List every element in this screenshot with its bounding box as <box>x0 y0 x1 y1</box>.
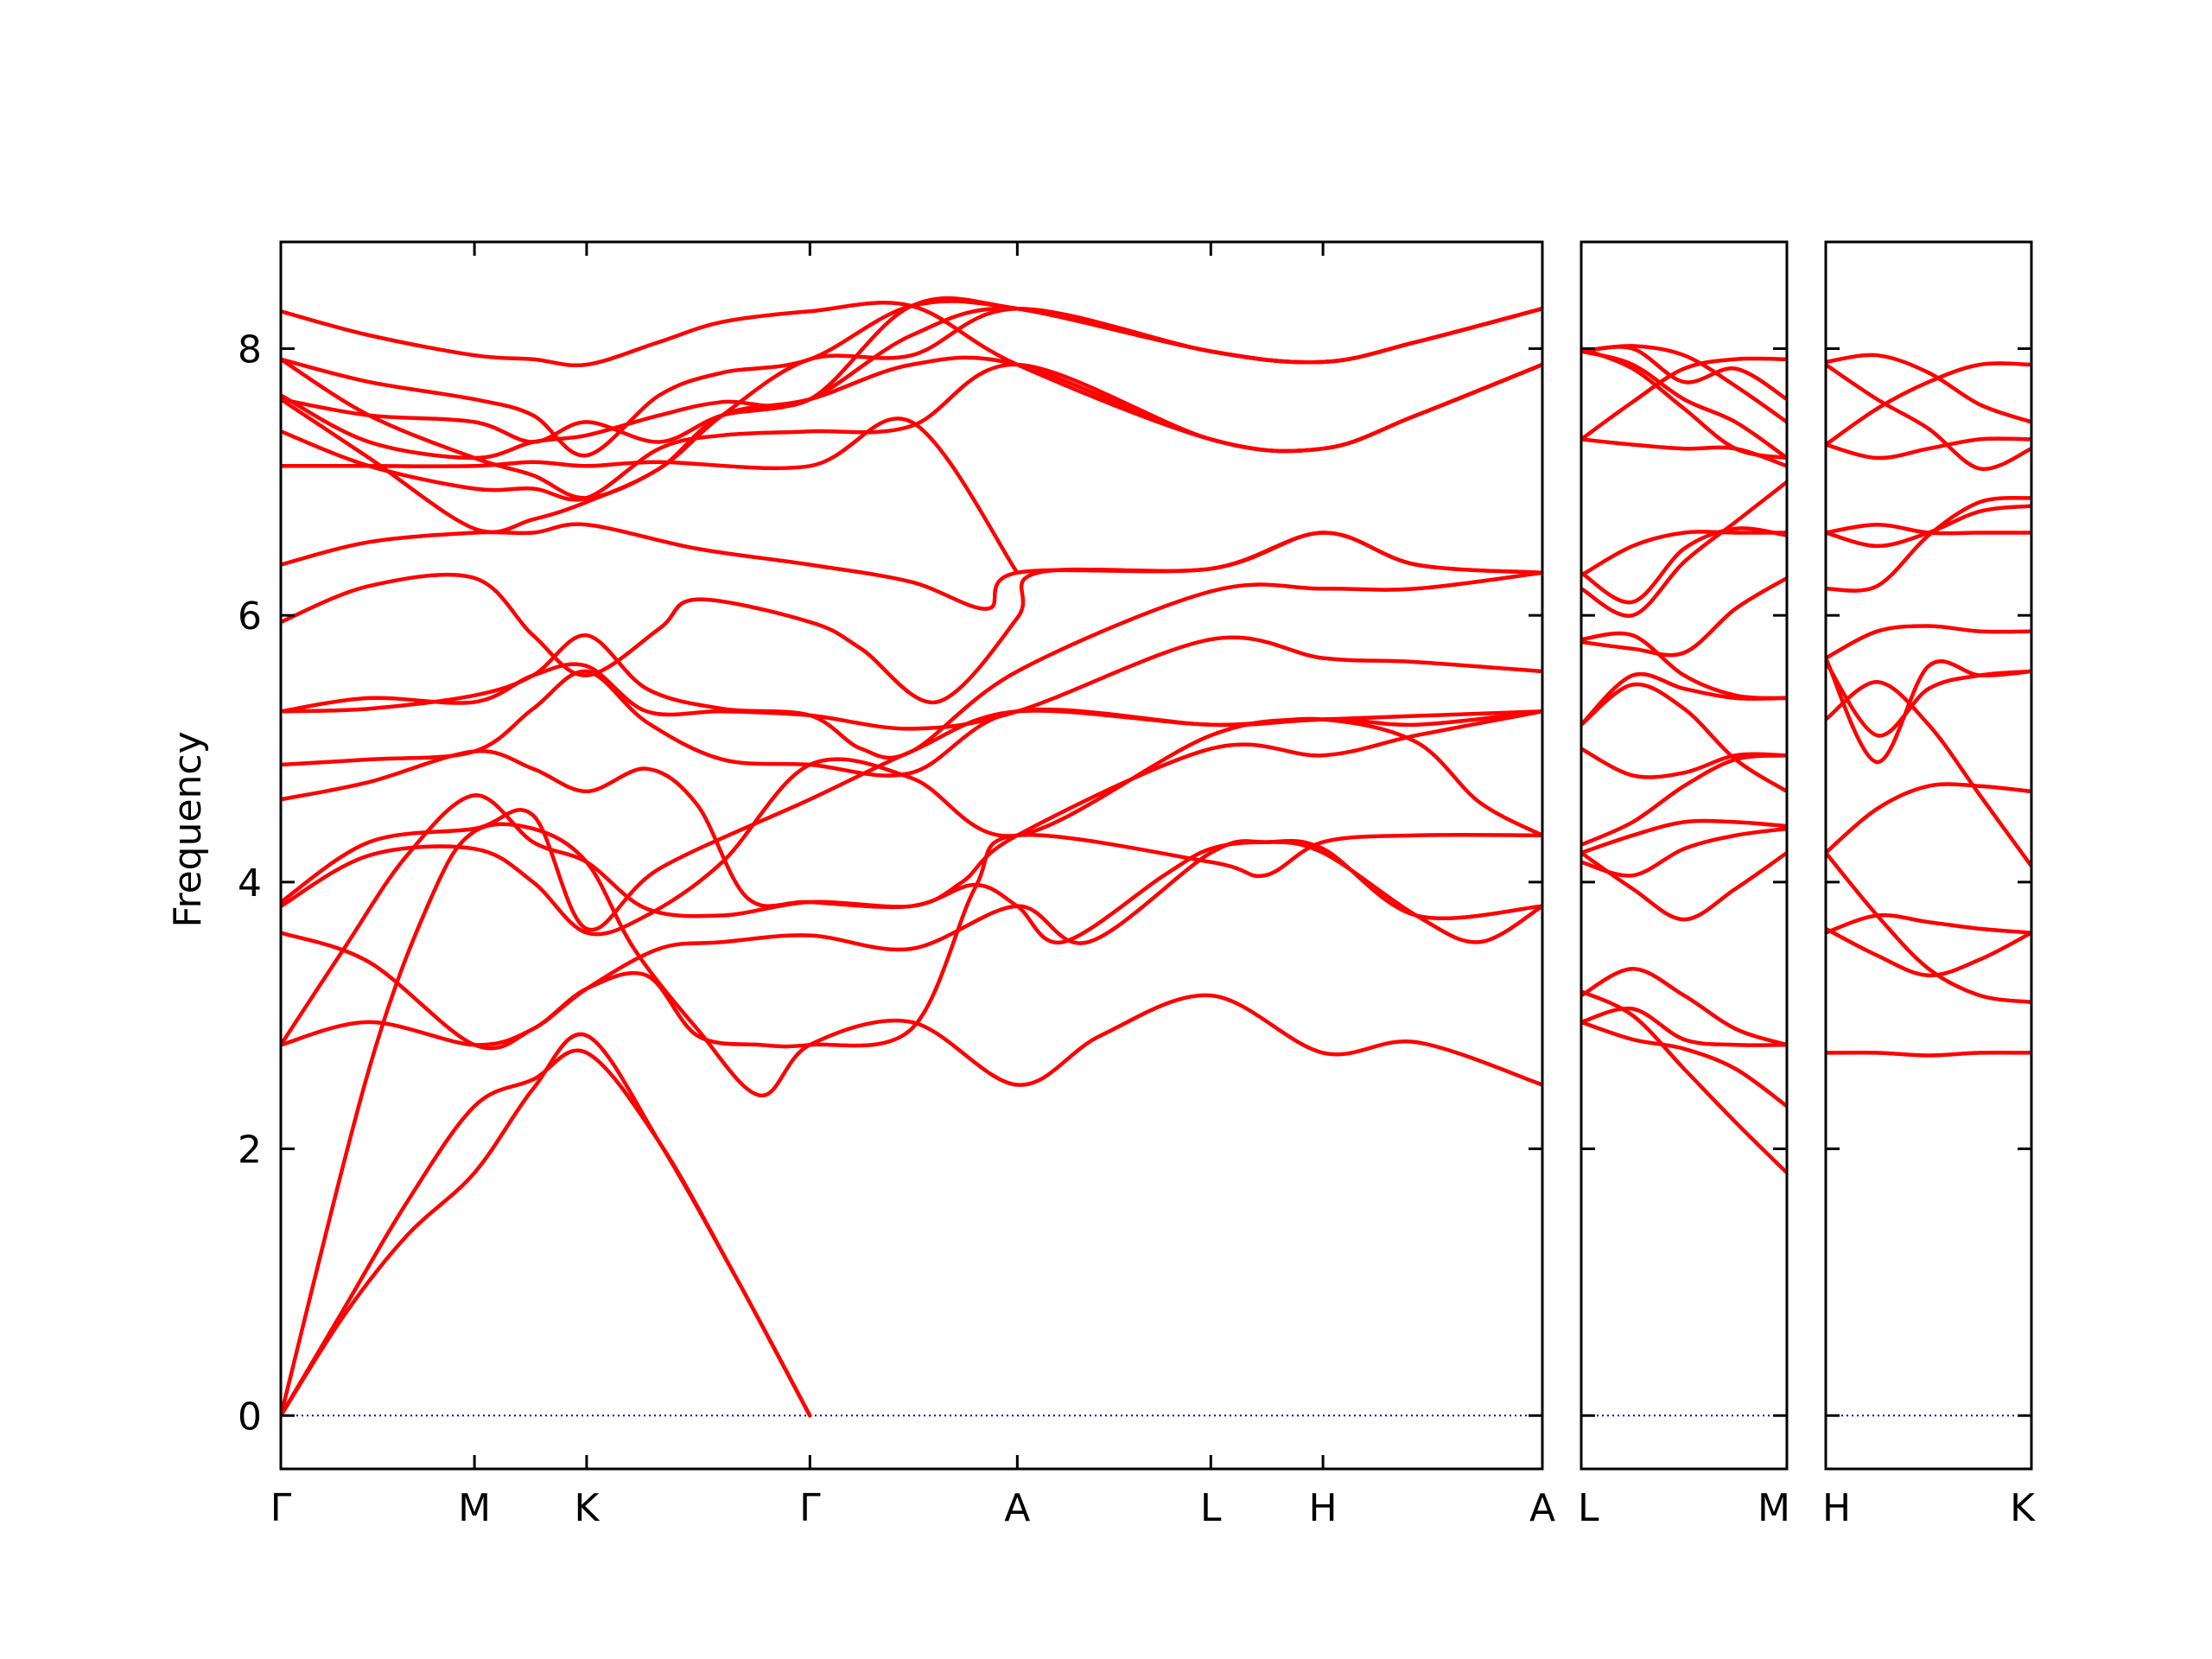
y-tick-label: 2 <box>238 1128 262 1173</box>
y-tick-label: 0 <box>238 1395 262 1439</box>
band-line-14 <box>1826 361 2031 447</box>
band-line-8 <box>281 709 1542 932</box>
band-line-9 <box>281 709 1542 910</box>
band-line-4 <box>1581 1006 1787 1047</box>
y-tick-label: 8 <box>238 327 262 372</box>
x-tick-label: K <box>574 1486 600 1530</box>
x-tick-label: Γ <box>799 1486 821 1530</box>
band-line-10 <box>1826 495 2031 593</box>
x-tick-label: H <box>1822 1486 1851 1530</box>
x-tick-label: L <box>1200 1486 1222 1530</box>
band-line-10 <box>281 669 1542 778</box>
band-line-5 <box>281 832 1542 1051</box>
panel-frame <box>1580 240 1789 1471</box>
band-line-14 <box>1581 480 1787 618</box>
band-line-12 <box>1826 504 2031 549</box>
x-tick-label: A <box>1004 1486 1030 1530</box>
band-line-5 <box>1581 850 1787 922</box>
band-group <box>281 296 1542 1418</box>
y-axis-label: Frequency <box>166 731 210 927</box>
band-line-16 <box>281 362 1542 502</box>
band-line-3 <box>281 822 1542 1418</box>
band-line-20 <box>1581 346 1787 461</box>
band-line-15 <box>1826 362 2031 472</box>
band-line-17 <box>281 355 1542 535</box>
band-line-13 <box>1826 436 2031 461</box>
band-group <box>1581 344 1787 1175</box>
band-line-15 <box>1581 526 1787 605</box>
band-line-12 <box>281 570 1542 760</box>
band-line-6 <box>1581 818 1787 855</box>
band-line-2 <box>1581 1020 1787 1109</box>
band-line-5 <box>1826 782 2031 855</box>
band-line-13 <box>281 531 1542 705</box>
band-line-8 <box>1581 753 1787 847</box>
band-line-9 <box>1581 747 1787 779</box>
band-line-22 <box>1581 345 1787 402</box>
band-line-1 <box>1826 1050 2031 1058</box>
y-tick-label: 4 <box>238 861 262 906</box>
x-tick-label: Γ <box>270 1486 292 1530</box>
panel-frame <box>279 240 1544 1471</box>
band-line-2 <box>281 1048 812 1418</box>
band-line-7 <box>1581 826 1787 878</box>
x-tick-label: K <box>2010 1486 2036 1530</box>
band-group <box>1826 353 2031 1058</box>
band-line-21 <box>281 299 1542 458</box>
band-line-2 <box>1826 912 2031 935</box>
band-line-15 <box>281 416 1020 575</box>
band-line-6 <box>1826 680 2031 868</box>
band-line-14 <box>281 522 1542 611</box>
band-line-13 <box>1581 575 1787 658</box>
band-line-16 <box>1581 530 1787 578</box>
panel-1: 0 2 4 6 8 Γ M K Γ A L H A <box>238 240 1555 1530</box>
x-tick-label: M <box>458 1486 491 1530</box>
band-line-16 <box>1826 353 2031 424</box>
x-tick-label: A <box>1529 1486 1555 1530</box>
x-tick-label: L <box>1578 1486 1599 1530</box>
band-line-3 <box>1581 966 1787 1047</box>
y-tick-label: 6 <box>238 594 262 639</box>
band-line-8 <box>1826 656 2031 765</box>
band-line-3 <box>1826 926 2031 978</box>
band-line-12 <box>1581 631 1787 701</box>
band-line-22 <box>281 301 1542 454</box>
band-line-4 <box>1826 850 2031 1005</box>
band-line-1 <box>1581 989 1787 1175</box>
band-line-10 <box>1581 682 1787 794</box>
band-line-9 <box>1826 624 2031 660</box>
panel-frame <box>1824 240 2033 1471</box>
band-line-11 <box>281 635 1542 731</box>
band-line-7 <box>281 709 1542 937</box>
band-line-19 <box>1581 349 1787 461</box>
x-tick-label: H <box>1309 1486 1338 1530</box>
x-tick-label: M <box>1758 1486 1790 1530</box>
band-line-19 <box>281 296 1542 461</box>
band-line-18 <box>1581 356 1787 442</box>
band-line-1 <box>281 1032 812 1418</box>
